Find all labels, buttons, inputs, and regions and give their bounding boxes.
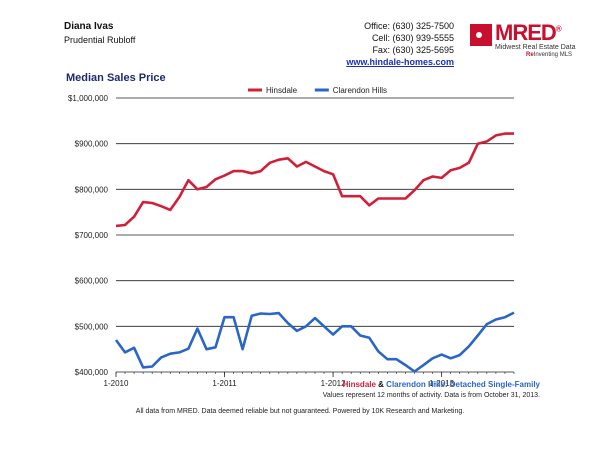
x-axis-ticks: 1-2010 1-2011 1-2012 1-2013 <box>104 372 515 388</box>
y-tick-label: $1,000,000 <box>68 94 109 103</box>
y-axis-ticks: $400,000 $500,000 $600,000 $700,000 $800,000… <box>68 94 109 377</box>
y-tick-label: $900,000 <box>75 140 109 149</box>
chart-legend: Hinsdale Clarendon Hills <box>248 86 387 95</box>
series-line-clarendon-hills <box>114 311 515 373</box>
disclaimer: All data from MRED. Data deemed reliable… <box>135 408 465 415</box>
series-line-hinsdale <box>115 132 514 228</box>
y-tick-label: $400,000 <box>75 368 109 377</box>
y-tick-label: $500,000 <box>75 322 109 331</box>
legend-label: Clarendon Hills <box>333 86 387 95</box>
agent-company: Prudential Rubloff <box>64 35 136 45</box>
chart-series <box>114 132 515 373</box>
office-phone: Office: (630) 325-7500 <box>364 21 454 31</box>
contact-info: Office: (630) 325-7500 Cell: (630) 939-5… <box>346 20 454 68</box>
legend-label: Hinsdale <box>266 86 298 95</box>
x-tick-label: 1-2010 <box>104 379 129 388</box>
website-link[interactable]: www.hindale-homes.com <box>346 57 454 67</box>
logo-tagline: Midwest Real Estate Data <box>495 44 576 51</box>
chart-grid <box>116 97 514 373</box>
chart-title: Median Sales Price <box>66 72 166 84</box>
fax-number: Fax: (630) 325-5695 <box>372 45 454 55</box>
logo-slogan: ReInventing MLS <box>526 52 573 58</box>
logo-mark-icon <box>470 24 492 46</box>
logo-wordmark: MRED® <box>495 20 562 45</box>
agent-info: Diana Ivas Prudential Rubloff <box>64 20 135 47</box>
y-tick-label: $600,000 <box>75 277 109 286</box>
x-tick-label: 1-2013 <box>429 379 454 388</box>
agent-name: Diana Ivas <box>64 21 114 32</box>
y-tick-label: $700,000 <box>75 231 109 240</box>
x-tick-label: 1-2012 <box>321 379 346 388</box>
mred-logo: MRED® Midwest Real Estate Data ReInventi… <box>470 20 580 64</box>
x-tick-label: 1-2011 <box>212 379 237 388</box>
values-note: Values represent 12 months of activity. … <box>322 392 540 399</box>
y-tick-label: $800,000 <box>75 185 109 194</box>
chart-subtitle: Hinsdale & Clarendon Hills: Detached Sin… <box>342 380 540 389</box>
cell-phone: Cell: (630) 939-5555 <box>371 33 454 43</box>
